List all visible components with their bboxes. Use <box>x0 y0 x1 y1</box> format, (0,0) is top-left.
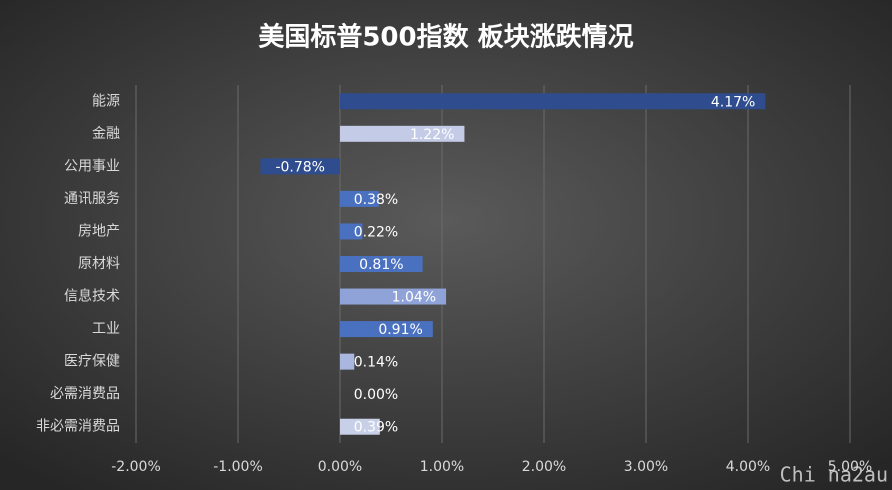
x-tick-label: 4.00% <box>726 459 770 475</box>
bar <box>340 321 433 338</box>
data-label: 0.00% <box>354 387 398 403</box>
x-tick-label: 3.00% <box>624 459 668 475</box>
bar <box>340 125 465 142</box>
chart-title: 美国标普500指数 板块涨跌情况 <box>258 22 633 53</box>
y-tick-label: 信息技术 <box>64 288 120 305</box>
y-tick-label: 通讯服务 <box>64 191 120 207</box>
data-label: 1.04% <box>392 290 436 306</box>
data-label: -0.78% <box>275 159 325 175</box>
y-tick-label: 原材料 <box>78 256 120 272</box>
bar <box>260 158 340 175</box>
bar <box>340 288 447 305</box>
x-tick-label: 0.00% <box>318 459 362 475</box>
bar <box>340 256 423 272</box>
watermark: Chi na2au <box>780 463 888 487</box>
y-tick-label: 公用事业 <box>64 158 120 174</box>
bar <box>340 418 380 435</box>
bar <box>340 353 355 370</box>
y-tick-label: 金融 <box>92 126 120 142</box>
data-label: 4.17% <box>711 94 755 110</box>
data-label: 0.91% <box>378 322 422 338</box>
bar <box>340 93 766 110</box>
data-label: 0.39% <box>354 420 398 436</box>
y-tick-label: 医疗保健 <box>64 354 120 370</box>
y-tick-label: 必需消费品 <box>50 386 120 402</box>
y-tick-label: 工业 <box>92 321 120 337</box>
data-label: 0.22% <box>354 224 398 240</box>
bar <box>340 223 363 240</box>
x-tick-label: 2.00% <box>522 459 566 475</box>
x-tick-label: 1.00% <box>420 459 464 475</box>
x-tick-label: 5.00% <box>828 459 872 475</box>
bar <box>340 190 379 207</box>
data-label: 0.14% <box>354 355 398 371</box>
y-tick-label: 能源 <box>92 93 120 109</box>
data-label: 1.22% <box>410 127 454 143</box>
y-tick-label: 房地产 <box>78 223 120 239</box>
y-tick-label: 非必需消费品 <box>36 419 120 435</box>
data-label: 0.81% <box>359 257 403 273</box>
x-tick-label: -1.00% <box>213 459 263 475</box>
data-label: 0.38% <box>354 192 398 208</box>
x-tick-label: -2.00% <box>111 459 161 475</box>
